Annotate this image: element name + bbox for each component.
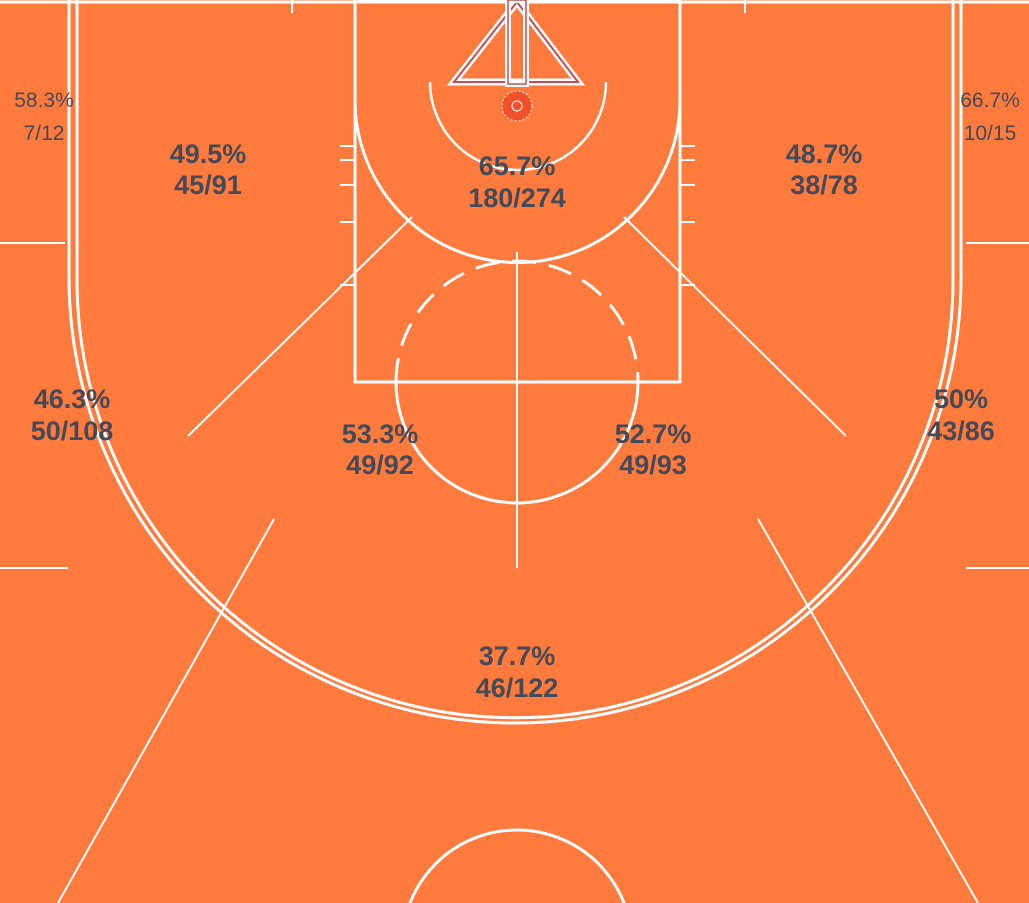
zone-made-attempts: 43/86 [927,416,995,446]
zone-pct: 48.7% [786,139,863,169]
zone-left-corner-three: 58.3% 7/12 [14,89,74,145]
backboard [446,0,586,87]
zone-pct: 46.3% [34,384,111,414]
zone-right-corner-three: 66.7% 10/15 [960,89,1020,145]
zone-right-elbow-mid: 52.7% 49/93 [615,419,692,480]
zone-made-attempts: 46/122 [476,673,559,703]
rim-center [511,100,523,112]
zone-left-elbow-mid: 53.3% 49/92 [342,419,419,480]
zone-made-attempts: 45/91 [174,170,242,200]
zone-left-wing-three: 46.3% 50/108 [31,384,114,446]
zone-right-wing-three: 50% 43/86 [927,384,995,446]
rim [501,90,533,122]
zone-pct: 49.5% [170,139,247,169]
zone-made-attempts: 49/93 [619,450,687,480]
zone-pct: 53.3% [342,419,419,449]
zone-pct: 52.7% [615,419,692,449]
zone-pct: 50% [934,384,988,414]
zone-pct: 66.7% [960,89,1020,112]
zone-pct: 58.3% [14,89,74,112]
zone-made-attempts: 10/15 [964,122,1017,145]
zone-made-attempts: 50/108 [31,416,114,446]
zone-right-baseline-mid: 48.7% 38/78 [786,139,863,200]
zone-made-attempts: 7/12 [24,122,65,145]
zone-pct: 37.7% [479,641,556,671]
zone-top-of-key-three: 37.7% 46/122 [476,641,559,703]
zone-made-attempts: 180/274 [468,183,566,213]
zone-pct: 65.7% [479,151,556,181]
zone-restricted-area: 65.7% 180/274 [468,151,566,213]
zone-made-attempts: 38/78 [790,170,858,200]
zone-left-baseline-mid: 49.5% 45/91 [170,139,247,200]
zone-made-attempts: 49/92 [346,450,414,480]
